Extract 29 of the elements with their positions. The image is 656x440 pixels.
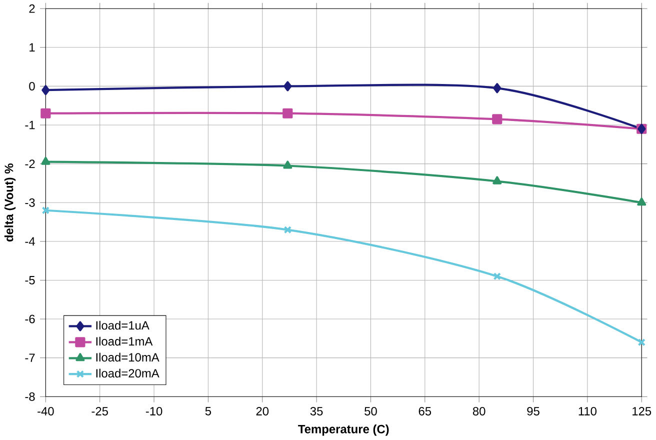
legend-label: Iload=20mA: [96, 368, 160, 378]
x-tick-label: -10: [146, 406, 162, 416]
x-tick-label: 65: [418, 406, 432, 416]
y-tick-label: -6: [25, 314, 35, 324]
y-tick-label: 0: [29, 82, 35, 90]
y-tick-label: -7: [25, 354, 35, 362]
y-axis-title: delta (Vout) %: [4, 163, 16, 242]
x-tick-label: 20: [256, 406, 269, 416]
y-tick-label: 2: [29, 4, 35, 13]
x-tick-label: 110: [578, 406, 596, 416]
y-tick-label: -8: [25, 392, 35, 401]
x-tick-label: 35: [310, 406, 323, 416]
x-tick-label: -40: [38, 406, 54, 416]
legend-label: Iload=1uA: [96, 320, 150, 330]
y-tick-label: 1: [30, 43, 35, 52]
x-tick-label: 95: [527, 406, 540, 416]
y-tick-label: -5: [25, 276, 35, 284]
x-axis-title: Temperature (C): [298, 424, 389, 436]
x-tick-label: -25: [92, 406, 108, 416]
y-tick-label: -4: [25, 237, 35, 246]
y-tick-label: -3: [25, 198, 35, 207]
x-tick-label: 5: [205, 406, 212, 416]
y-tick-label: -1: [25, 120, 35, 130]
x-tick-label: 50: [364, 406, 377, 416]
y-tick-label: -2: [25, 160, 35, 168]
x-tick-label: 125: [632, 406, 652, 416]
x-tick-label: 80: [472, 406, 486, 416]
legend-label: Iload=10mA: [96, 352, 160, 362]
legend-label: Iload=1mA: [96, 336, 153, 346]
